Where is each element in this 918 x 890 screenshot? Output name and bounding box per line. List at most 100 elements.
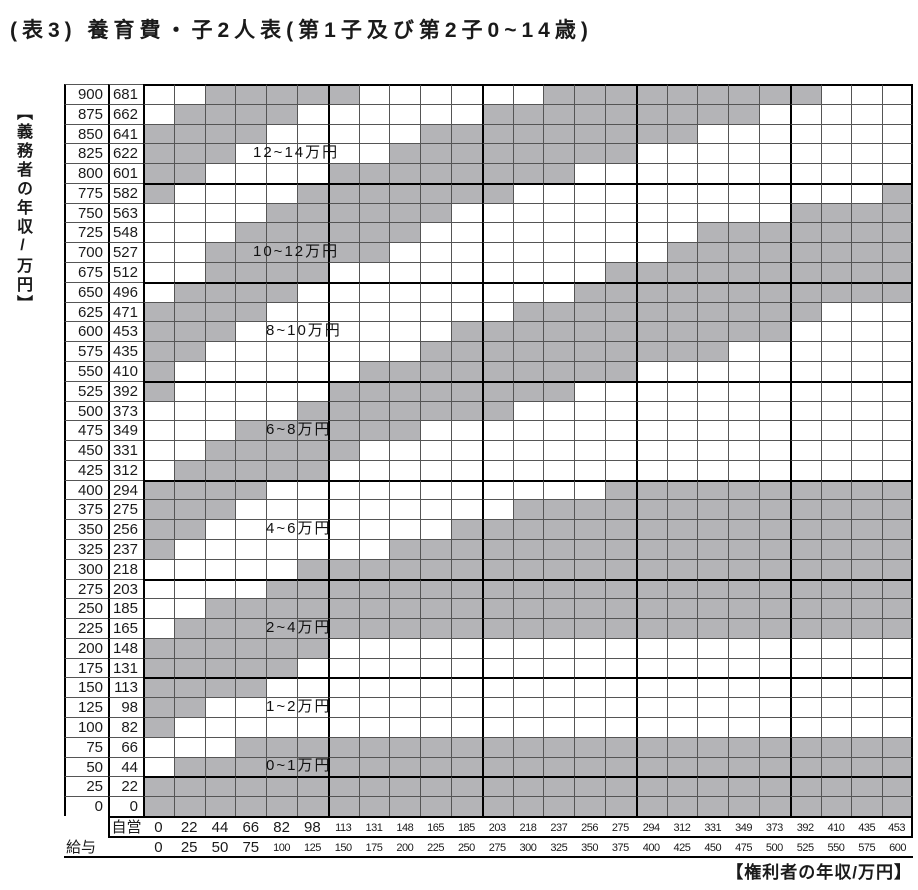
grid-cell: [204, 400, 236, 421]
grid-cell: [327, 163, 359, 183]
grid-cell: [296, 242, 328, 263]
grid-cell: [604, 84, 636, 104]
grid-cell: [697, 499, 729, 520]
grid-cell: [204, 677, 236, 698]
grid-cell: [420, 538, 451, 559]
grid-cell: [635, 103, 667, 124]
grid-cell: [789, 637, 821, 658]
grid-cell: [604, 400, 636, 421]
grid-cell: [420, 479, 451, 500]
grid-cell: [327, 242, 359, 263]
grid-cell: [235, 222, 267, 243]
grid-cell: [358, 697, 390, 717]
grid-cell: [389, 321, 421, 342]
grid-cell: [820, 558, 852, 579]
grid-cell: [882, 459, 913, 480]
y-label-salary: 825: [64, 143, 108, 164]
grid-cell: [543, 242, 575, 263]
grid-cell: [450, 657, 482, 678]
grid-cell: [666, 697, 698, 717]
grid-cell: [389, 717, 421, 737]
grid-cell: [204, 360, 236, 381]
grid-cell: [574, 756, 605, 777]
x-label-self-employed: 66: [235, 815, 267, 838]
grid-cell: [820, 538, 852, 559]
grid-cell: [296, 222, 328, 243]
grid-cell: [327, 637, 359, 658]
grid-cell: [543, 163, 575, 183]
y-label-self-employed: 453: [108, 321, 143, 342]
y-label-self-employed: 256: [108, 519, 143, 539]
grid-cell: [543, 281, 575, 302]
grid-cell: [851, 558, 883, 579]
grid-cell: [143, 677, 174, 698]
grid-cell: [389, 499, 421, 520]
grid-cell: [574, 459, 605, 480]
grid-cell: [543, 578, 575, 599]
grid-cell: [389, 123, 421, 144]
grid-cell: [728, 242, 759, 263]
y-label-salary: 50: [64, 756, 108, 777]
grid-cell: [604, 222, 636, 243]
grid-cell: [296, 538, 328, 559]
x-label-salary: 225: [420, 837, 451, 858]
grid-cell: [851, 677, 883, 698]
grid-cell: [143, 222, 174, 243]
grid-cell: [420, 736, 451, 757]
grid-cell: [851, 756, 883, 777]
grid-cell: [635, 578, 667, 599]
grid-cell: [851, 103, 883, 124]
grid-cell: [635, 756, 667, 777]
grid-cell: [851, 459, 883, 480]
grid-cell: [266, 341, 297, 361]
grid-cell: [204, 440, 236, 460]
grid-cell: [697, 637, 729, 658]
grid-cell: [666, 618, 698, 638]
grid-cell: [358, 420, 390, 441]
grid-cell: [512, 222, 544, 243]
grid-cell: [635, 380, 667, 401]
grid-cell: [635, 182, 667, 203]
grid-cell: [266, 143, 297, 164]
grid-cell: [420, 262, 451, 282]
grid-cell: [327, 618, 359, 638]
grid-cell: [574, 420, 605, 441]
grid-cell: [666, 262, 698, 282]
grid-cell: [143, 756, 174, 777]
grid-cell: [481, 163, 513, 183]
grid-cell: [851, 440, 883, 460]
grid-cell: [574, 222, 605, 243]
grid-cell: [266, 321, 297, 342]
grid-cell: [204, 281, 236, 302]
y-label-salary: 450: [64, 440, 108, 460]
grid-cell: [327, 123, 359, 144]
x-label-salary: 0: [143, 837, 174, 858]
x-label-self-employed: 113: [327, 815, 359, 838]
grid-cell: [173, 360, 205, 381]
grid-cell: [789, 242, 821, 263]
grid-cell: [235, 756, 267, 777]
grid-cell: [266, 677, 297, 698]
grid-cell: [296, 360, 328, 381]
grid-cell: [820, 360, 852, 381]
y-label-self-employed: 218: [108, 558, 143, 579]
grid-cell: [543, 182, 575, 203]
grid-cell: [635, 598, 667, 619]
grid-cell: [173, 479, 205, 500]
grid-cell: [204, 736, 236, 757]
grid-cell: [758, 459, 790, 480]
grid-cell: [574, 657, 605, 678]
grid-cell: [820, 677, 852, 698]
grid-cell: [666, 479, 698, 500]
grid-cell: [389, 637, 421, 658]
grid-cell: [143, 143, 174, 164]
grid-cell: [512, 281, 544, 302]
grid-cell: [635, 341, 667, 361]
grid-cell: [789, 479, 821, 500]
grid-cell: [574, 360, 605, 381]
grid-cell: [327, 736, 359, 757]
grid-cell: [389, 479, 421, 500]
grid-cell: [697, 182, 729, 203]
grid-cell: [604, 341, 636, 361]
